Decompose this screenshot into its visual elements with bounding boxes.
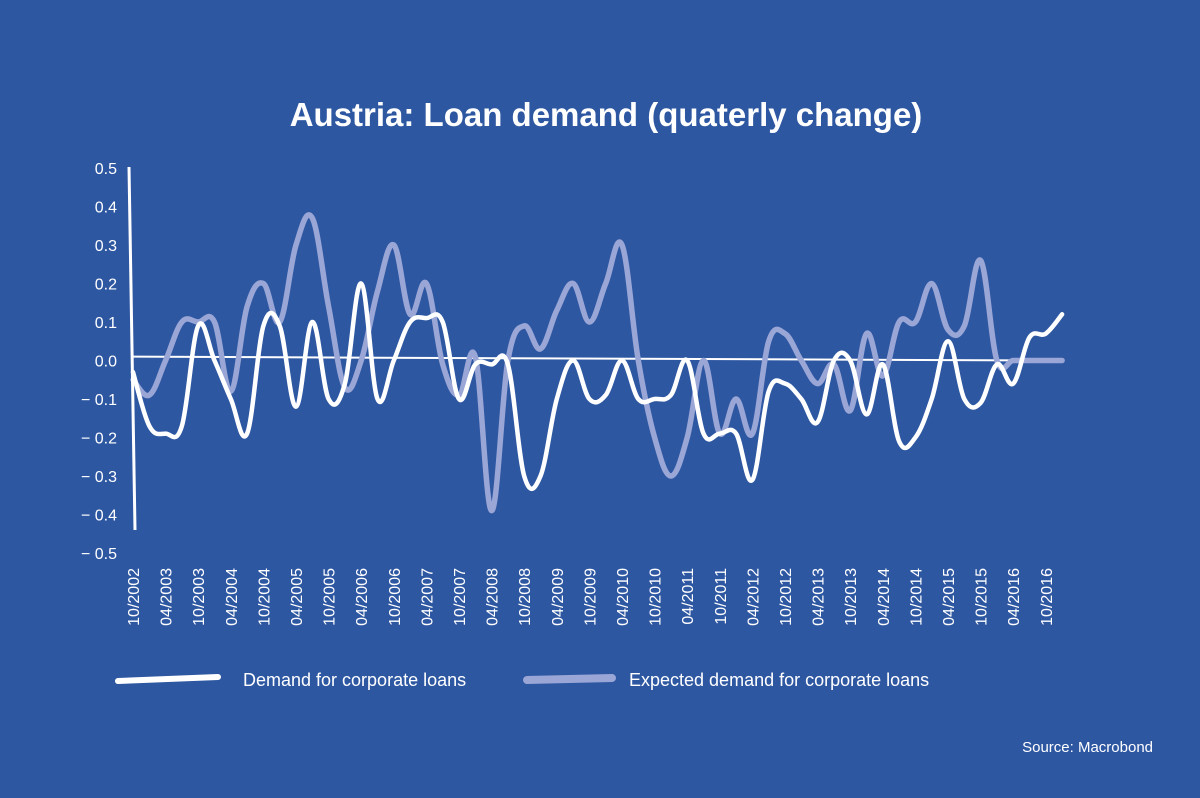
x-tick-label: 10/2005 — [322, 568, 339, 626]
legend-swatch-demand — [115, 674, 221, 684]
x-tick-label: 04/2014 — [876, 568, 893, 626]
x-tick-label: 04/2008 — [485, 568, 502, 626]
y-tick-label: − 0.5 — [81, 546, 117, 563]
x-tick-label: 04/2013 — [811, 568, 828, 626]
legend-label-expected: Expected demand for corporate loans — [629, 670, 929, 690]
trend-line — [132, 355, 1053, 362]
x-tick-label: 04/2007 — [419, 568, 436, 626]
x-tick-label: 10/2002 — [126, 568, 143, 626]
x-tick-label: 10/2008 — [517, 568, 534, 626]
x-tick-label: 04/2011 — [680, 568, 697, 625]
source-note: Source: Macrobond — [1022, 739, 1153, 756]
x-tick-label: 10/2012 — [778, 568, 795, 626]
x-tick-label: 10/2010 — [648, 568, 665, 626]
y-tick-label: − 0.4 — [81, 508, 117, 525]
x-tick-label: 04/2009 — [550, 568, 567, 626]
y-tick-label: 0.1 — [95, 315, 117, 332]
y-axis-ticks: 0.5 0.4 0.3 0.2 0.1 0.0 − 0.1 − 0.2 − 0.3 − 0.4 − … — [81, 161, 117, 563]
x-tick-label: 04/2016 — [1006, 568, 1023, 626]
y-axis-line — [127, 166, 137, 531]
x-axis-ticks: 10/2002 04/2003 10/2003 04/2004 10/2004 04/20… — [126, 568, 1056, 626]
x-tick-label: 04/2006 — [354, 568, 371, 626]
x-tick-label: 10/2006 — [387, 568, 404, 626]
x-tick-label: 10/2003 — [191, 568, 208, 626]
legend-swatch-expected — [523, 674, 616, 684]
x-tick-label: 04/2010 — [615, 568, 632, 626]
x-tick-label: 10/2011 — [713, 568, 730, 625]
x-tick-label: 04/2005 — [289, 568, 306, 626]
x-tick-label: 04/2003 — [159, 568, 176, 626]
x-tick-label: 10/2004 — [256, 568, 273, 626]
x-tick-label: 10/2013 — [843, 568, 860, 626]
y-tick-label: 0.5 — [95, 161, 117, 178]
y-tick-label: 0.0 — [95, 354, 117, 371]
y-tick-label: − 0.2 — [81, 431, 117, 448]
x-tick-label: 10/2014 — [908, 568, 925, 626]
x-tick-label: 10/2016 — [1039, 568, 1056, 626]
x-tick-label: 04/2015 — [941, 568, 958, 626]
y-tick-label: 0.4 — [95, 200, 117, 217]
trend-layer — [132, 355, 1053, 362]
series-layer — [130, 212, 1065, 514]
y-tick-label: 0.2 — [95, 277, 117, 294]
y-tick-label: 0.3 — [95, 238, 117, 255]
x-tick-label: 10/2009 — [582, 568, 599, 626]
x-tick-label: 04/2012 — [745, 568, 762, 626]
x-tick-label: 10/2015 — [974, 568, 991, 626]
legend: Demand for corporate loans Expected dema… — [115, 670, 929, 690]
y-tick-label: − 0.1 — [81, 392, 117, 409]
series-line-expected — [130, 212, 1065, 514]
x-tick-label: 04/2004 — [224, 568, 241, 626]
x-tick-label: 10/2007 — [452, 568, 469, 626]
series-line-demand — [130, 281, 1065, 491]
chart-title: Austria: Loan demand (quaterly change) — [290, 96, 923, 133]
legend-label-demand: Demand for corporate loans — [243, 670, 466, 690]
y-tick-label: − 0.3 — [81, 469, 117, 486]
